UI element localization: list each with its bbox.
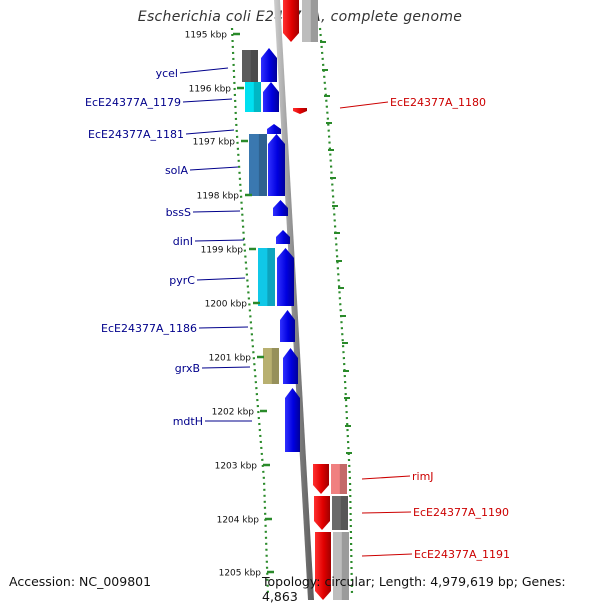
left-label-leader <box>192 210 241 213</box>
cog-block-shade <box>341 532 349 600</box>
left-label-leader <box>201 366 251 369</box>
forward-gene-arrow[interactable] <box>261 48 277 82</box>
left-label-leader <box>182 98 233 103</box>
right-label-leader <box>339 101 389 109</box>
left-feature-label[interactable]: ycel <box>156 67 178 80</box>
ruler-tick-label: 1203 kbp <box>215 462 258 472</box>
ruler-tick-label: 1197 kbp <box>193 138 236 148</box>
forward-gene-arrow[interactable] <box>283 348 298 384</box>
map-title: Escherichia coli E24377A, complete genom… <box>137 9 463 25</box>
cog-block-shade <box>250 50 258 82</box>
forward-gene-arrow[interactable] <box>267 124 281 134</box>
left-feature-label[interactable]: pyrC <box>169 274 195 287</box>
ruler-tick-label: 1199 kbp <box>201 246 244 256</box>
right-feature-label[interactable]: EcE24377A_1190 <box>413 506 509 519</box>
left-feature-label[interactable]: mdtH <box>173 415 203 428</box>
reverse-strand-genes <box>283 0 331 600</box>
cog-block[interactable] <box>333 532 349 600</box>
reverse-gene-arrow[interactable] <box>314 496 330 530</box>
right-label-leader <box>361 475 411 480</box>
ruler-tick-label: 1201 kbp <box>209 354 252 364</box>
reverse-gene-arrow[interactable] <box>283 0 299 42</box>
ruler-tick-label: 1202 kbp <box>212 408 255 418</box>
right-feature-labels: EcE24377A_1180 rimJ EcE24377A_1190 EcE24377… <box>339 96 510 561</box>
forward-strand-genes <box>261 48 300 452</box>
left-label-leader <box>179 67 229 74</box>
left-label-leader <box>194 239 245 242</box>
cog-block[interactable] <box>249 134 267 196</box>
forward-gene-arrow[interactable] <box>280 310 295 342</box>
accession-text: Accession: NC_009801 <box>9 574 152 589</box>
cog-block[interactable] <box>258 248 275 306</box>
left-feature-label[interactable]: EcE24377A_1186 <box>101 322 197 335</box>
cog-feature-blocks <box>242 0 349 600</box>
cog-block-shade <box>253 82 261 112</box>
left-feature-label[interactable]: grxB <box>175 362 200 375</box>
right-label-leader <box>361 553 413 557</box>
forward-gene-arrow[interactable] <box>285 388 300 452</box>
ruler-left-arc <box>230 27 270 596</box>
cog-block[interactable] <box>331 464 347 494</box>
ruler-major-ticks: 1195 kbp 1196 kbp 1197 kbp 1198 kbp 1199 kbp… <box>185 31 274 579</box>
forward-gene-arrow[interactable] <box>277 248 294 306</box>
left-label-leader <box>185 129 235 135</box>
left-label-leader <box>198 326 249 329</box>
cog-block[interactable] <box>263 348 279 384</box>
left-label-leader <box>196 277 246 281</box>
forward-gene-arrow[interactable] <box>276 230 290 244</box>
ruler-tick-label: 1195 kbp <box>185 31 228 41</box>
right-feature-label[interactable]: EcE24377A_1180 <box>390 96 486 109</box>
right-label-leader <box>361 511 412 514</box>
cog-block-shade <box>258 134 267 196</box>
cog-block-shade <box>340 496 348 530</box>
ruler-tick-label: 1196 kbp <box>189 85 232 95</box>
forward-gene-arrow[interactable] <box>263 82 279 112</box>
right-feature-label[interactable]: rimJ <box>412 470 434 483</box>
cog-block-shade <box>267 248 275 306</box>
cog-block-shade <box>339 464 347 494</box>
ruler-tick-label: 1204 kbp <box>217 516 260 526</box>
ruler-tick-label: 1198 kbp <box>197 192 240 202</box>
ruler-ticks-right <box>320 41 352 454</box>
left-feature-label[interactable]: bssS <box>166 206 191 219</box>
cog-block[interactable] <box>245 82 261 112</box>
left-feature-label[interactable]: solA <box>165 164 189 177</box>
forward-gene-arrow[interactable] <box>273 200 288 216</box>
ruler-tick-label: 1200 kbp <box>205 300 248 310</box>
left-feature-labels: ycel EcE24377A_1179 EcE24377A_1181 solA bssS… <box>85 67 252 428</box>
reverse-gene-arrow[interactable] <box>313 464 329 494</box>
reverse-gene-arrow[interactable] <box>293 108 307 114</box>
left-feature-label[interactable]: dinI <box>173 235 193 248</box>
cog-block[interactable] <box>242 50 258 82</box>
cog-block[interactable] <box>302 0 318 42</box>
cog-block-shade <box>310 0 318 42</box>
left-feature-label[interactable]: EcE24377A_1179 <box>85 96 181 109</box>
right-feature-label[interactable]: EcE24377A_1191 <box>414 548 510 561</box>
left-label-leader <box>189 166 239 171</box>
cog-block-shade <box>271 348 279 384</box>
left-feature-label[interactable]: EcE24377A_1181 <box>88 128 184 141</box>
cog-block[interactable] <box>332 496 348 530</box>
ruler-tick-label: 1205 kbp <box>219 569 262 579</box>
forward-gene-arrow[interactable] <box>268 134 285 196</box>
reverse-gene-arrow[interactable] <box>315 532 331 600</box>
